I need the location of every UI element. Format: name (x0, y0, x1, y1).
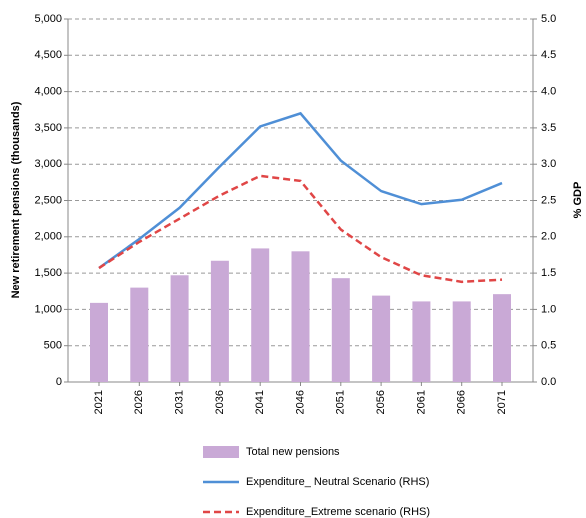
legend-label: Total new pensions (246, 446, 340, 458)
x-tick-label: 2021 (93, 390, 105, 414)
bar (210, 260, 229, 382)
y-tick-label: 3,500 (34, 122, 62, 134)
y-tick-label: 1,500 (34, 267, 62, 279)
bar (493, 294, 511, 382)
y-tick-label: 5,000 (34, 13, 62, 25)
legend-swatch (203, 446, 239, 458)
y-tick-label: 500 (44, 340, 62, 352)
y2-axis-label: % GDP (572, 182, 584, 219)
x-tick-label: 2061 (415, 390, 427, 414)
x-tick-label: 2056 (375, 390, 387, 414)
y2-tick-label: 0.0 (541, 376, 556, 388)
y2-tick-label: 3.0 (541, 158, 556, 170)
x-tick-label: 2026 (133, 390, 145, 414)
line (98, 174, 503, 284)
y-tick-label: 1,000 (34, 303, 62, 315)
y2-tick-label: 2.5 (541, 194, 556, 206)
y-tick-label: 2,500 (34, 194, 62, 206)
x-tick-label: 2051 (335, 390, 347, 414)
bar (291, 251, 310, 382)
y-axis-label: New retirement pensions (thousands) (10, 101, 22, 298)
bar (331, 278, 350, 382)
y-tick-label: 3,000 (34, 158, 62, 170)
x-tick-label: 2031 (174, 390, 186, 414)
y-tick-label: 4,000 (34, 86, 62, 98)
x-tick-label: 2066 (456, 390, 468, 414)
y2-tick-label: 3.5 (541, 122, 556, 134)
legend-label: Expenditure_Extreme scenario (RHS) (246, 506, 430, 518)
legend-label: Expenditure_ Neutral Scenario (RHS) (246, 476, 429, 488)
y2-tick-label: 5.0 (541, 13, 556, 25)
x-tick-label: 2041 (254, 390, 266, 414)
bar (170, 275, 189, 382)
y2-tick-label: 1.0 (541, 303, 556, 315)
y-tick-label: 4,500 (34, 49, 62, 61)
bar (452, 301, 471, 382)
bar (90, 302, 108, 382)
x-tick-label: 2071 (496, 390, 508, 414)
y2-tick-label: 2.0 (541, 231, 556, 243)
y2-tick-label: 4.0 (541, 86, 556, 98)
bar (372, 295, 391, 382)
x-tick-label: 2036 (214, 390, 226, 414)
y-tick-label: 0 (56, 376, 62, 388)
y2-tick-label: 4.5 (541, 49, 556, 61)
y-tick-label: 2,000 (34, 231, 62, 243)
y2-tick-label: 1.5 (541, 267, 556, 279)
x-tick-label: 2046 (294, 390, 306, 414)
bar (251, 248, 270, 382)
bar (412, 301, 431, 382)
line (98, 111, 503, 270)
y2-tick-label: 0.5 (541, 340, 556, 352)
bar (130, 287, 149, 382)
